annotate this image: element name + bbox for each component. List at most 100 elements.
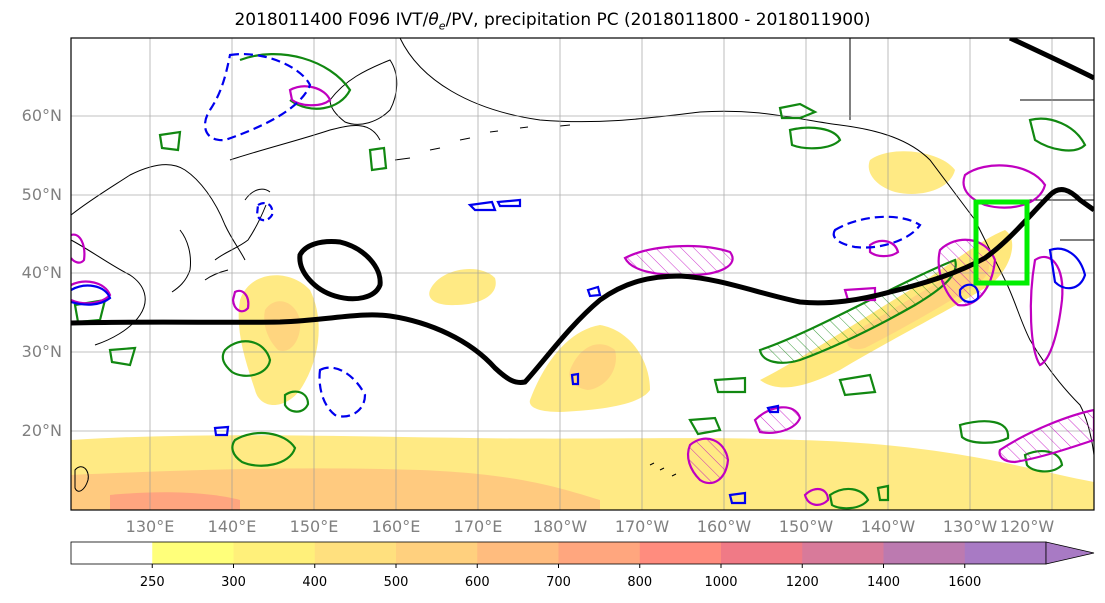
blue-contour xyxy=(766,404,780,414)
graticule xyxy=(71,38,1094,510)
coast-hawaii xyxy=(649,462,677,477)
lon-label-180w: 180°W xyxy=(532,517,588,536)
theta-e-contour xyxy=(753,406,802,434)
coast-aleutians xyxy=(394,124,571,161)
pv-contour xyxy=(1028,117,1087,152)
blue-contour-dashed xyxy=(832,215,922,249)
colorbar-cells xyxy=(71,542,1047,564)
jet-axis xyxy=(71,187,1094,385)
theta-e-contours xyxy=(71,85,1094,506)
colorbar-tick-label: 300 xyxy=(221,575,246,590)
theta-e-contour xyxy=(288,85,332,107)
coast-asia xyxy=(71,125,381,261)
ivt-plume-subtropic-core xyxy=(569,344,616,390)
pv-contour xyxy=(158,130,182,152)
lon-label-150w: 150°W xyxy=(778,517,834,536)
lon-label-130w: 130°W xyxy=(942,517,998,536)
colorbar-tick-label: 250 xyxy=(139,575,165,590)
colorbar-cell xyxy=(802,542,884,564)
lon-label-140w: 140°W xyxy=(860,517,916,536)
blue-contour xyxy=(1048,247,1087,290)
pv-contour xyxy=(788,126,842,150)
lat-label-20n: 20°N xyxy=(21,421,62,440)
colorbar-tick-label: 700 xyxy=(546,575,571,590)
theta-e-contour xyxy=(937,238,997,307)
colorbar-tick-label: 1000 xyxy=(704,575,738,590)
theta-e-contour xyxy=(71,233,86,264)
colorbar-tick-label: 800 xyxy=(627,575,653,590)
colorbar-cell xyxy=(396,542,478,564)
lon-label-140e: 140°E xyxy=(207,517,257,536)
theta-e-contour xyxy=(231,289,250,313)
blue-contour xyxy=(728,491,747,505)
colorbar-cell xyxy=(964,542,1047,564)
blue-contour xyxy=(71,284,112,306)
theta-e-contour xyxy=(998,408,1094,464)
coast-korea xyxy=(171,229,191,293)
pv-contour xyxy=(688,416,722,436)
lon-label-130e: 130°E xyxy=(125,517,175,536)
lon-label-150e: 150°E xyxy=(289,517,339,536)
lat-label-50n: 50°N xyxy=(21,185,62,204)
colorbar-cell xyxy=(883,542,966,564)
colorbar-tick-label: 1600 xyxy=(948,575,982,590)
pv-contour xyxy=(283,390,310,413)
jet-axis-north xyxy=(1008,38,1094,81)
lon-label-170e: 170°E xyxy=(453,517,503,536)
ivt-plume-gulf xyxy=(868,151,955,194)
ivt-plume-central xyxy=(429,268,496,306)
map-title: 2018011400 F096 IVT/θe/PV, precipitation… xyxy=(234,10,871,33)
map-panel xyxy=(70,37,1095,511)
colorbar-cell xyxy=(721,542,803,564)
blue-contour xyxy=(570,372,580,386)
lat-label-30n: 30°N xyxy=(21,342,62,361)
pv-contour xyxy=(713,376,747,394)
coast-china xyxy=(71,239,146,346)
pv-contour xyxy=(876,484,890,502)
theta-e-contour xyxy=(71,280,112,305)
ivt-plume-west-core xyxy=(264,301,301,351)
coast-philippines xyxy=(74,466,89,492)
colorbar-cell xyxy=(314,542,397,564)
blue-contour xyxy=(586,285,602,298)
colorbar-ticks xyxy=(151,564,966,568)
colorbar-cell xyxy=(71,542,153,564)
theta-e-contour xyxy=(803,487,830,506)
jet-stream xyxy=(71,38,1094,385)
lat-label-60n: 60°N xyxy=(21,106,62,125)
lon-label-170w: 170°W xyxy=(614,517,670,536)
colorbar-tick-label: 400 xyxy=(302,575,328,590)
colorbar-extend-arrow xyxy=(1045,541,1095,565)
colorbar xyxy=(70,541,1095,568)
theta-e-contour xyxy=(843,286,877,302)
colorbar-tick-label: 1200 xyxy=(785,575,819,590)
pv-contour xyxy=(828,487,870,510)
colorbar-tick-label: 500 xyxy=(383,575,409,590)
blue-contour-dashed xyxy=(318,366,367,418)
pv-contour xyxy=(108,346,137,367)
pv-contour xyxy=(231,432,297,467)
pv-contour xyxy=(958,420,1010,444)
theta-e-contour xyxy=(868,239,900,258)
theta-e-contour xyxy=(1029,255,1064,367)
colorbar-tick-label: 600 xyxy=(464,575,490,590)
colorbar-cell xyxy=(233,542,316,564)
theta-e-contour xyxy=(686,437,730,485)
lat-label-40n: 40°N xyxy=(21,263,62,282)
colorbar-cell xyxy=(639,542,722,564)
blue-contour xyxy=(467,200,497,212)
blue-contour xyxy=(496,198,522,208)
blue-contour-dashed xyxy=(255,201,274,222)
target-region-box xyxy=(973,199,1030,286)
colorbar-cell xyxy=(558,542,641,564)
pv-contour xyxy=(239,53,352,110)
blue-contours xyxy=(71,52,1087,505)
blue-contour xyxy=(213,425,230,437)
coast-alaska xyxy=(399,38,976,221)
coast-japan xyxy=(204,204,267,281)
map-frame xyxy=(70,37,1095,511)
theta-e-contour xyxy=(623,245,734,277)
jet-closed-low xyxy=(297,239,383,302)
colorbar-tick-label: 1400 xyxy=(866,575,901,590)
pv-contour xyxy=(778,102,818,120)
